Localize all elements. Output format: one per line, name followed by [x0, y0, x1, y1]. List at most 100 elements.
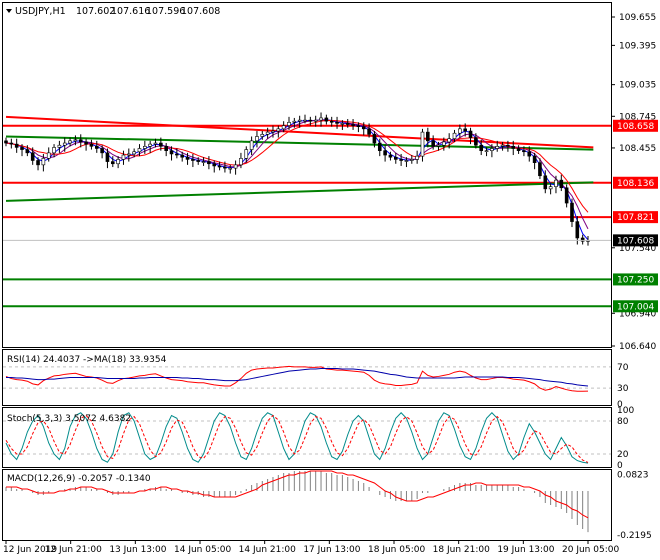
candle[interactable] [303, 119, 307, 122]
candle[interactable] [511, 146, 516, 149]
candle[interactable] [223, 166, 227, 169]
candle[interactable] [46, 152, 51, 159]
candle[interactable] [543, 175, 548, 190]
candle[interactable] [377, 142, 382, 151]
candle[interactable] [308, 119, 313, 122]
candle[interactable] [335, 122, 339, 124]
candle[interactable] [180, 154, 185, 158]
candle[interactable] [9, 142, 14, 145]
candle[interactable] [4, 140, 8, 144]
candle[interactable] [52, 147, 56, 154]
candle[interactable] [345, 123, 350, 125]
candle[interactable] [57, 144, 62, 148]
candle[interactable] [436, 144, 441, 147]
candle[interactable] [169, 150, 174, 155]
candle[interactable] [148, 143, 152, 147]
candle[interactable] [313, 119, 318, 122]
candle[interactable] [228, 167, 233, 170]
candle[interactable] [431, 140, 435, 147]
candle[interactable] [159, 142, 163, 147]
candle[interactable] [175, 153, 179, 156]
candle[interactable] [490, 148, 494, 151]
candle[interactable] [137, 148, 142, 153]
candle[interactable] [324, 117, 329, 122]
dropdown-triangle-icon[interactable] [6, 9, 12, 13]
candle[interactable] [297, 119, 302, 122]
candle[interactable] [276, 128, 281, 132]
candle[interactable] [383, 150, 387, 156]
candle[interactable] [367, 128, 371, 135]
candle[interactable] [388, 154, 393, 158]
candle[interactable] [570, 202, 574, 222]
candle[interactable] [260, 134, 265, 137]
candle[interactable] [132, 151, 136, 155]
candle[interactable] [356, 125, 361, 127]
candle[interactable] [121, 154, 126, 160]
candle[interactable] [447, 138, 451, 143]
candle[interactable] [452, 132, 457, 139]
candle[interactable] [564, 187, 569, 204]
candle[interactable] [426, 131, 430, 142]
candle[interactable] [559, 179, 564, 189]
candle[interactable] [575, 221, 580, 239]
candle[interactable] [516, 148, 521, 151]
candle[interactable] [233, 164, 238, 169]
candle[interactable] [164, 146, 168, 151]
candle[interactable] [84, 141, 88, 145]
candle[interactable] [484, 150, 489, 152]
candle[interactable] [580, 237, 585, 242]
candle[interactable] [20, 147, 24, 150]
candle[interactable] [415, 155, 419, 160]
candle[interactable] [319, 117, 323, 121]
candle[interactable] [506, 144, 510, 147]
candle[interactable] [25, 149, 30, 154]
candle[interactable] [116, 159, 120, 165]
candle[interactable] [404, 160, 409, 162]
candle[interactable] [62, 142, 67, 146]
macd-panel[interactable] [2, 469, 612, 541]
candle[interactable] [522, 150, 526, 153]
candle[interactable] [68, 140, 72, 144]
candle[interactable] [329, 120, 334, 123]
candle[interactable] [500, 144, 505, 147]
candle[interactable] [372, 134, 377, 144]
candle[interactable] [201, 161, 206, 163]
candle[interactable] [143, 146, 147, 149]
candle[interactable] [41, 158, 46, 166]
candle[interactable] [463, 128, 467, 132]
candle[interactable] [468, 130, 473, 138]
candle[interactable] [361, 126, 366, 130]
candle[interactable] [212, 163, 217, 167]
candle[interactable] [474, 137, 478, 146]
trendline[interactable] [5, 181, 594, 202]
candle[interactable] [340, 123, 345, 125]
candle[interactable] [287, 122, 291, 126]
candle[interactable] [89, 143, 94, 147]
candle[interactable] [255, 136, 259, 142]
candle[interactable] [495, 146, 500, 149]
candle[interactable] [207, 161, 211, 165]
candle[interactable] [399, 159, 403, 161]
candle[interactable] [554, 179, 558, 187]
candle[interactable] [36, 160, 40, 166]
candle[interactable] [73, 139, 78, 142]
candle[interactable] [94, 146, 99, 149]
candle[interactable] [153, 142, 158, 145]
candle[interactable] [14, 143, 19, 148]
candle[interactable] [249, 140, 254, 150]
candle[interactable] [127, 153, 131, 156]
candle[interactable] [409, 159, 414, 161]
candle[interactable] [420, 131, 425, 157]
candle[interactable] [271, 130, 275, 133]
candle[interactable] [217, 165, 222, 168]
candle[interactable] [532, 155, 537, 163]
candle[interactable] [265, 131, 270, 135]
candle[interactable] [292, 120, 297, 123]
candle[interactable] [538, 162, 542, 177]
candle[interactable] [191, 159, 195, 161]
candle[interactable] [393, 156, 398, 160]
candle[interactable] [442, 141, 446, 146]
candle[interactable] [548, 186, 553, 190]
candle[interactable] [196, 160, 201, 162]
